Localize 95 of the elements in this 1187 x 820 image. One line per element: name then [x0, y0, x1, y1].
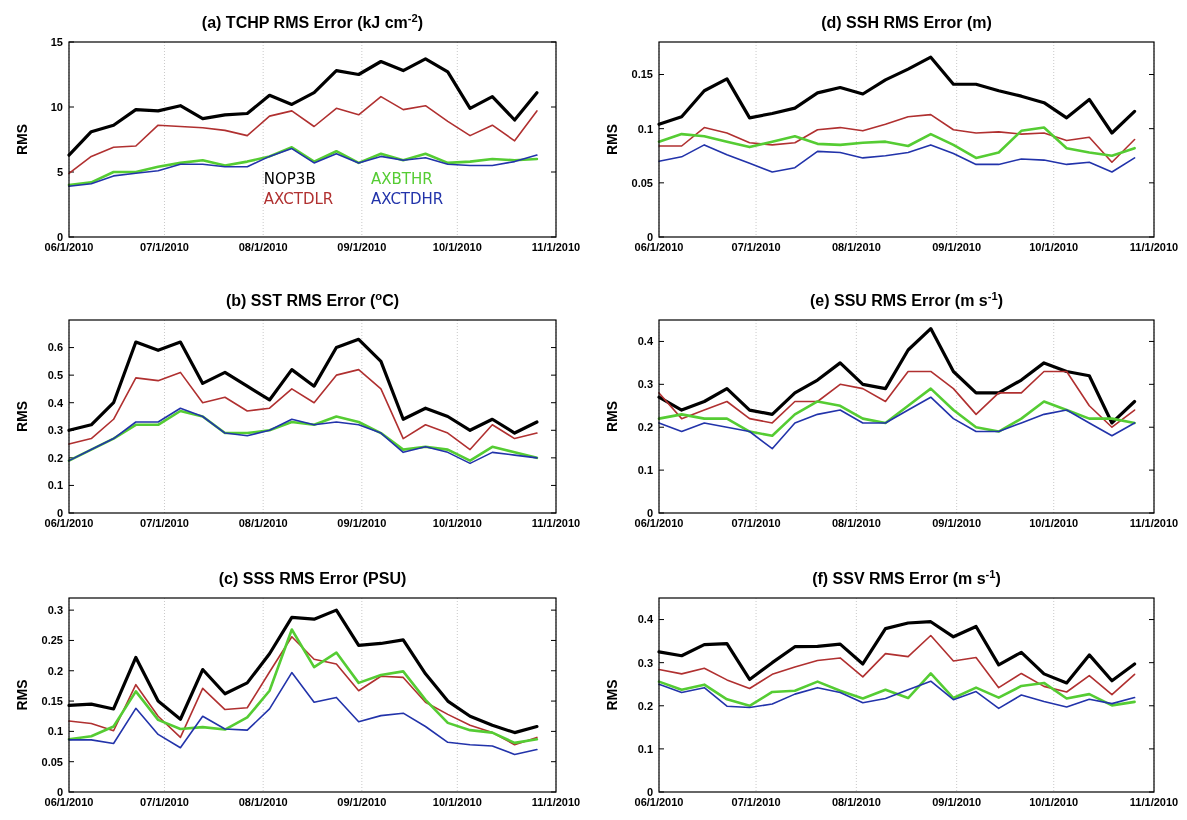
- line-series: [658, 634, 1136, 696]
- x-tick-label: 10/1/2010: [1029, 517, 1079, 529]
- text: AXCTDLR: [263, 190, 334, 209]
- line-series: [68, 671, 538, 756]
- y-tick-label: 15: [50, 35, 63, 48]
- line-series: [658, 680, 1136, 710]
- y-axis-title: RMS: [604, 400, 620, 433]
- x-tick-label: 06/1/2010: [44, 517, 94, 529]
- x-tick-label: 07/1/2010: [731, 517, 781, 529]
- x-tick-label: 09/1/2010: [932, 241, 982, 253]
- chart-title: (a) TCHP RMS Error (kJ cm$^{-2}$): [201, 12, 424, 31]
- x-tick-label: 10/1/2010: [1029, 241, 1079, 253]
- x-tick-label: 10/1/2010: [432, 796, 482, 808]
- x-tick-label: 09/1/2010: [932, 517, 982, 529]
- line-series: [657, 387, 1136, 438]
- x-tick-label: 06/1/2010: [634, 241, 684, 253]
- y-tick-label: 0.1: [637, 122, 653, 135]
- y-tick-label: 0.2: [637, 421, 653, 434]
- chart-title: (d) SSH RMS Error (m): [821, 14, 992, 31]
- y-tick-label: 0.1: [47, 725, 63, 738]
- y-tick-label: 0.3: [637, 378, 653, 391]
- y-tick-label: 0.3: [637, 656, 653, 669]
- x-tick-label: 07/1/2010: [140, 796, 189, 808]
- y-tick-label: 0: [56, 785, 63, 798]
- y-axis-title: RMS: [14, 400, 30, 433]
- y-axis-title: RMS: [14, 123, 30, 156]
- y-tick-label: 0: [646, 230, 653, 243]
- y-tick-label: 0.4: [637, 335, 654, 348]
- y-tick-label: 0.1: [637, 463, 653, 476]
- chart-title: (e) SSU RMS Error (m s$^{-1}$): [809, 290, 1004, 309]
- x-tick-label: 06/1/2010: [634, 517, 684, 529]
- line-series: [68, 368, 538, 451]
- x-tick-label: 07/1/2010: [140, 241, 189, 253]
- x-tick-label: 11/1/2010: [531, 517, 581, 529]
- text: NOP3B: [263, 170, 316, 189]
- line-series: [657, 672, 1136, 708]
- y-tick-label: 0.4: [47, 396, 64, 409]
- y-tick-label: 0: [56, 506, 63, 519]
- y-tick-label: 0.05: [631, 176, 653, 189]
- y-tick-label: 0.1: [637, 742, 653, 755]
- x-tick-label: 08/1/2010: [831, 241, 881, 253]
- x-tick-label: 10/1/2010: [432, 517, 482, 529]
- series-label: AXCTDHR: [370, 190, 444, 209]
- x-tick-label: 08/1/2010: [831, 796, 881, 808]
- y-tick-label: 0.2: [637, 699, 653, 712]
- x-tick-label: 07/1/2010: [140, 517, 189, 529]
- line-series: [658, 144, 1136, 173]
- x-tick-label: 06/1/2010: [634, 796, 684, 808]
- y-tick-label: 0.4: [637, 613, 654, 626]
- y-tick-label: 0.2: [47, 451, 63, 464]
- y-tick-label: 0.1: [47, 479, 63, 492]
- x-tick-label: 09/1/2010: [337, 517, 387, 529]
- x-tick-label: 09/1/2010: [337, 796, 387, 808]
- x-tick-label: 08/1/2010: [238, 241, 288, 253]
- series-label: AXBTHR: [370, 170, 433, 189]
- y-tick-label: 0.15: [631, 68, 653, 81]
- x-tick-label: 09/1/2010: [932, 796, 982, 808]
- x-tick-label: 10/1/2010: [432, 241, 482, 253]
- x-tick-label: 07/1/2010: [731, 796, 781, 808]
- y-axis-title: RMS: [604, 123, 620, 156]
- x-tick-label: 11/1/2010: [1129, 241, 1179, 253]
- x-tick-label: 07/1/2010: [731, 241, 781, 253]
- x-tick-label: 11/1/2010: [1129, 796, 1179, 808]
- x-tick-label: 10/1/2010: [1029, 796, 1079, 808]
- line-series: [658, 113, 1136, 164]
- y-tick-label: 0: [646, 506, 653, 519]
- chart-title: (f) SSV RMS Error (m s$^{-1}$): [812, 568, 1001, 587]
- y-tick-label: 0.15: [41, 694, 63, 707]
- x-tick-label: 11/1/2010: [531, 796, 581, 808]
- y-tick-label: 0: [56, 230, 63, 243]
- y-tick-label: 0.3: [47, 603, 63, 616]
- x-tick-label: 06/1/2010: [44, 796, 94, 808]
- y-tick-label: 5: [56, 165, 63, 178]
- x-tick-label: 08/1/2010: [238, 517, 288, 529]
- y-tick-label: 0: [646, 785, 653, 798]
- y-tick-label: 0.5: [47, 368, 63, 381]
- y-axis-title: RMS: [604, 679, 620, 711]
- y-axis-title: RMS: [14, 679, 30, 711]
- y-tick-label: 0.05: [41, 755, 63, 768]
- x-tick-label: 08/1/2010: [238, 796, 288, 808]
- line-series: [657, 126, 1136, 160]
- y-tick-label: 0.2: [47, 664, 63, 677]
- y-tick-label: 0.3: [47, 424, 63, 437]
- y-tick-label: 0.6: [47, 341, 63, 354]
- line-series: [658, 396, 1136, 450]
- x-tick-label: 11/1/2010: [1129, 517, 1179, 529]
- x-tick-label: 11/1/2010: [531, 241, 581, 253]
- y-tick-label: 0.25: [41, 634, 63, 647]
- line-series: [658, 370, 1136, 429]
- chart-title: (c) SSS RMS Error (PSU): [218, 570, 407, 587]
- x-tick-label: 06/1/2010: [44, 241, 94, 253]
- x-tick-label: 08/1/2010: [831, 517, 881, 529]
- chart-title: (b) SST RMS Error ($^{o}$C): [225, 290, 400, 309]
- x-tick-label: 09/1/2010: [337, 241, 387, 253]
- y-tick-label: 10: [50, 100, 63, 113]
